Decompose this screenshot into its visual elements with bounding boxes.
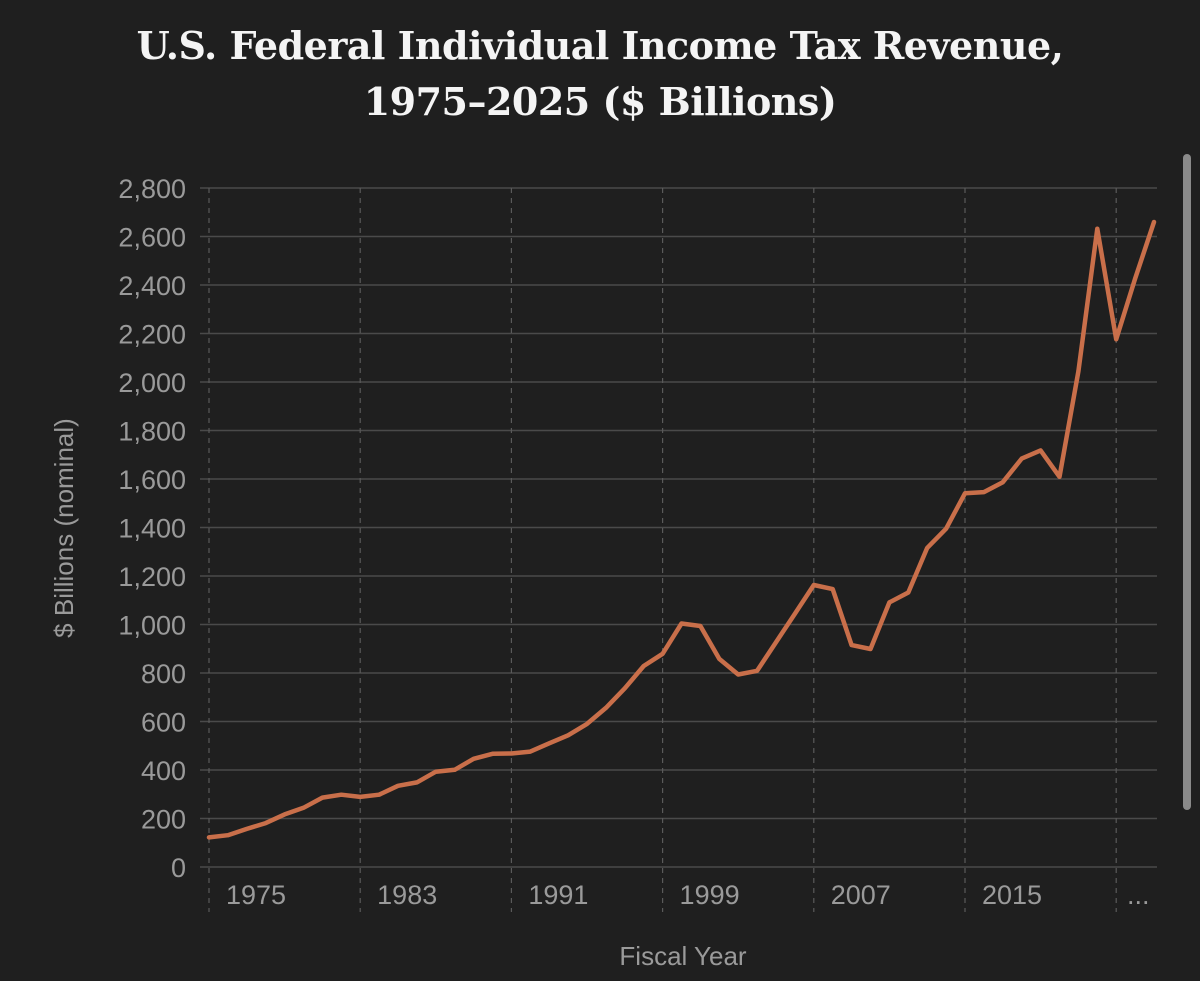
y-axis-label: $ Billions (nominal) [49,418,79,638]
y-tick-label: 2,800 [118,174,186,204]
revenue-series-line [206,219,1157,840]
y-tick-label: 2,000 [118,368,186,398]
chart-title-line-1: U.S. Federal Individual Income Tax Reven… [136,23,1064,68]
x-tick-label: 2007 [831,880,891,910]
y-tick-label: 1,400 [118,514,186,544]
x-tick-label: 1983 [377,880,437,910]
series-group [206,219,1157,840]
y-tick-label: 800 [141,659,186,689]
y-tick-label: 2,400 [118,271,186,301]
y-tick-label: 2,200 [118,320,186,350]
x-tick-label: ... [1127,880,1150,910]
y-tick-label: 2,600 [118,223,186,253]
y-tick-label: 1,200 [118,562,186,592]
x-axis-ticks: 1975 1983 1991 1999 2007 2015... [226,880,1149,910]
y-tick-label: 600 [141,708,186,738]
chart-title: U.S. Federal Individual Income Tax Reven… [0,18,1200,130]
y-tick-label: 1,600 [118,465,186,495]
x-tick-label: 2015 [982,880,1042,910]
grid-lines [200,187,1157,912]
x-tick-label: 1999 [680,880,740,910]
y-tick-label: 0 [171,853,186,883]
x-tick-label: 1991 [528,880,588,910]
y-tick-label: 1,000 [118,611,186,641]
x-axis-label: Fiscal Year [619,941,747,971]
chart-title-line-2: 1975–2025 ($ Billions) [363,79,837,124]
y-tick-label: 200 [141,805,186,835]
y-tick-label: 400 [141,756,186,786]
x-tick-label: 1975 [226,880,286,910]
y-tick-label: 1,800 [118,417,186,447]
vertical-scrollbar[interactable] [1183,154,1191,810]
y-axis-ticks: 0 200 400 600 800 1,000 1,200 1,400 1,600 1,800 2,… [118,174,186,883]
